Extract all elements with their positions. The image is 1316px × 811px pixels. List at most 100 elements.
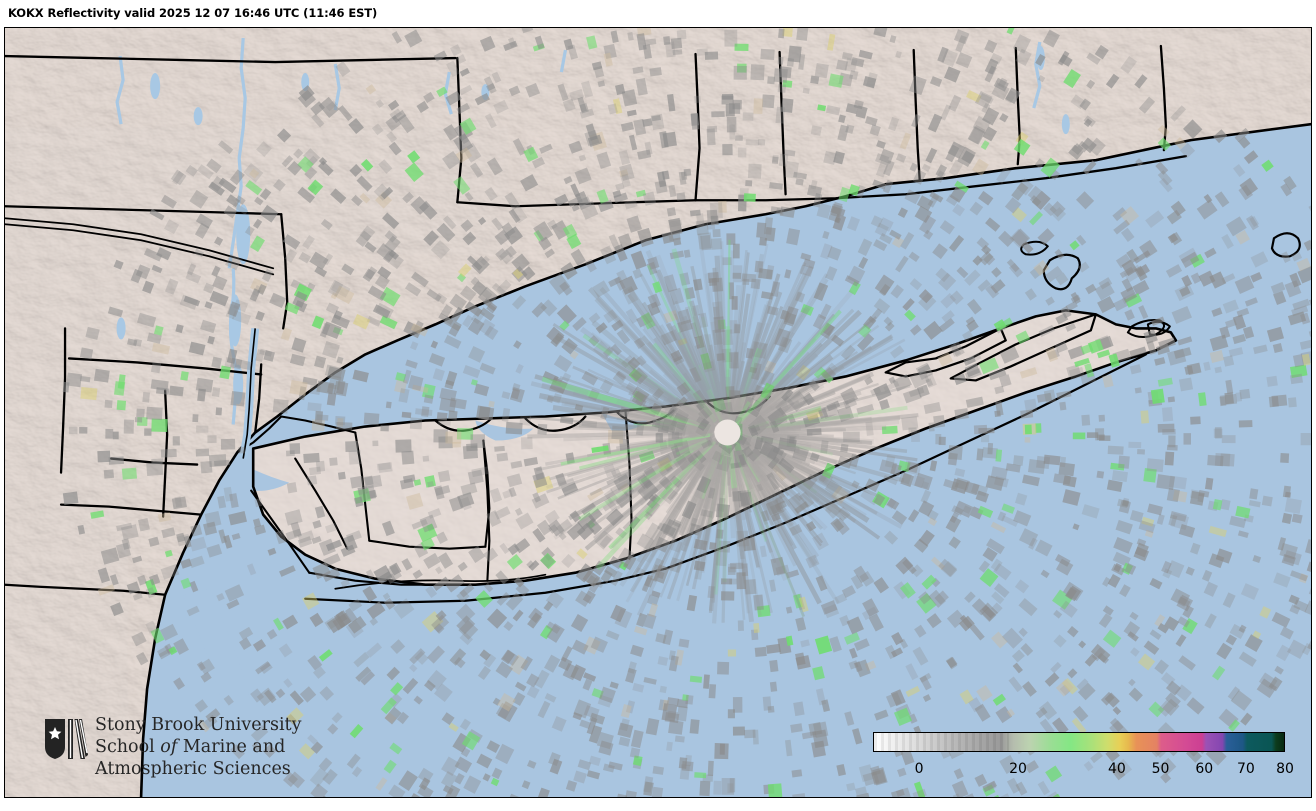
radar-echo-cell bbox=[921, 163, 931, 172]
radar-echo-cell bbox=[1086, 79, 1096, 89]
radar-clutter-spike bbox=[606, 436, 708, 486]
radar-echo-cell bbox=[707, 125, 718, 133]
radar-echo-cell bbox=[1292, 354, 1305, 368]
radar-clutter-spike bbox=[688, 367, 719, 420]
radar-echo-cell bbox=[997, 77, 1008, 89]
radar-clutter-spike bbox=[670, 324, 722, 421]
radar-echo-cell bbox=[904, 309, 916, 322]
colorbar-bar[interactable] bbox=[873, 732, 1285, 752]
radar-echo-cell bbox=[1288, 594, 1300, 605]
radar-clutter-spike bbox=[696, 441, 720, 473]
radar-echo-cell bbox=[707, 487, 716, 499]
radar-echo-cell bbox=[811, 740, 826, 758]
radar-clutter-spike bbox=[728, 342, 747, 421]
radar-echo-cell bbox=[1113, 219, 1130, 235]
radar-clutter-spike bbox=[730, 390, 742, 420]
radar-clutter-spike bbox=[740, 435, 858, 493]
radar-echo-cell bbox=[151, 418, 168, 433]
radar-echo-cell bbox=[895, 556, 914, 575]
radar-echo-cell bbox=[839, 615, 851, 627]
radar-echo-cell bbox=[599, 379, 614, 394]
radar-echo-cell bbox=[707, 585, 715, 599]
radar-echo-cell bbox=[244, 225, 255, 236]
radar-clutter-spike bbox=[631, 445, 717, 577]
radar-echo-cell bbox=[362, 585, 378, 603]
radar-echo-cell bbox=[978, 560, 990, 573]
radar-echo-cell bbox=[1289, 373, 1303, 385]
radar-echo-cell bbox=[336, 380, 346, 395]
radar-echo-cell bbox=[1149, 629, 1162, 640]
radar-echo-cell bbox=[990, 631, 1008, 649]
radar-echo-cell bbox=[189, 189, 209, 209]
radar-echo-cell bbox=[560, 645, 573, 663]
radar-echo-cell bbox=[211, 356, 222, 369]
radar-echo-cell bbox=[495, 247, 509, 261]
radar-echo-cell bbox=[608, 556, 624, 570]
radar-echo-cell bbox=[742, 112, 754, 121]
radar-echo-cell bbox=[1157, 170, 1173, 186]
radar-echo-cell bbox=[838, 506, 851, 520]
radar-echo-cell bbox=[1050, 661, 1062, 674]
radar-clutter-spike bbox=[732, 347, 763, 422]
radar-echo-cell bbox=[868, 308, 883, 324]
radar-echo-cell bbox=[788, 436, 795, 444]
radar-clutter-spike bbox=[642, 323, 719, 423]
radar-clutter-spike bbox=[738, 316, 877, 427]
radar-echo-cell bbox=[1120, 286, 1138, 303]
radar-echo-cell bbox=[456, 615, 476, 635]
radar-clutter-spike bbox=[724, 394, 728, 422]
radar-echo-cell bbox=[809, 452, 820, 462]
radar-clutter-spike bbox=[718, 255, 730, 423]
radar-echo-cell bbox=[1054, 248, 1065, 260]
radar-echo-cell bbox=[619, 275, 638, 295]
radar-clutter-spike bbox=[732, 442, 749, 474]
radar-echo-cell bbox=[1084, 653, 1098, 667]
radar-echo-cell bbox=[1045, 346, 1059, 363]
radar-clutter-spike bbox=[696, 445, 722, 500]
radar-echo-cell bbox=[1291, 305, 1309, 317]
radar-clutter-spike bbox=[688, 423, 715, 432]
radar-echo-cell bbox=[651, 114, 661, 122]
radar-echo-cell bbox=[437, 552, 454, 569]
header-bar: KOKX Reflectivity valid 2025 12 07 16:46… bbox=[0, 0, 1316, 27]
radar-echo-cell bbox=[750, 64, 765, 81]
radar-echo-cell bbox=[724, 29, 738, 47]
radar-echo-cell bbox=[1203, 581, 1218, 597]
radar-echo-cell bbox=[1222, 592, 1236, 609]
radar-echo-cell bbox=[998, 230, 1015, 248]
radar-clutter-spike bbox=[736, 400, 762, 427]
radar-echo-cell bbox=[869, 124, 881, 137]
radar-echo-cell bbox=[1019, 367, 1038, 379]
radar-map-frame[interactable]: Stony Brook University School of Marine … bbox=[4, 27, 1312, 798]
radar-echo-cell bbox=[991, 602, 1003, 615]
radar-echo-cell bbox=[143, 247, 163, 262]
radar-echo-cell bbox=[620, 355, 635, 369]
radar-echo-cell bbox=[702, 361, 716, 373]
radar-echo-cell bbox=[902, 298, 915, 311]
radar-echo-cell bbox=[453, 176, 471, 195]
radar-clutter-spike bbox=[732, 445, 773, 554]
radar-echo-cell bbox=[1283, 175, 1297, 191]
radar-clutter-spike bbox=[568, 437, 711, 521]
radar-echo-cell bbox=[853, 638, 870, 652]
radar-echo-cell bbox=[628, 516, 641, 530]
radar-echo-cell bbox=[322, 553, 341, 567]
radar-echo-cell bbox=[904, 189, 921, 205]
radar-echo-cell bbox=[897, 460, 911, 473]
reflectivity-colorbar[interactable]: 0 20 40 50 60 70 80 bbox=[871, 732, 1294, 792]
radar-echo-cell bbox=[864, 478, 880, 492]
radar-echo-cell bbox=[793, 171, 807, 180]
radar-echo-cell bbox=[883, 316, 894, 327]
radar-echo-cell bbox=[156, 247, 172, 261]
radar-echo-cell bbox=[767, 705, 775, 713]
map-canvas[interactable]: Stony Brook University School of Marine … bbox=[5, 28, 1311, 797]
radar-echo-cell bbox=[1240, 583, 1259, 600]
radar-clutter-spike bbox=[736, 309, 842, 427]
radar-clutter-spike bbox=[602, 437, 713, 512]
radar-clutter-spike bbox=[734, 376, 766, 425]
radar-echo-cell bbox=[527, 612, 542, 629]
radar-echo-cell bbox=[1275, 644, 1292, 662]
radar-clutter-spike bbox=[683, 443, 724, 547]
radar-echo-cell bbox=[491, 217, 504, 231]
radar-echo-cell bbox=[779, 206, 796, 218]
